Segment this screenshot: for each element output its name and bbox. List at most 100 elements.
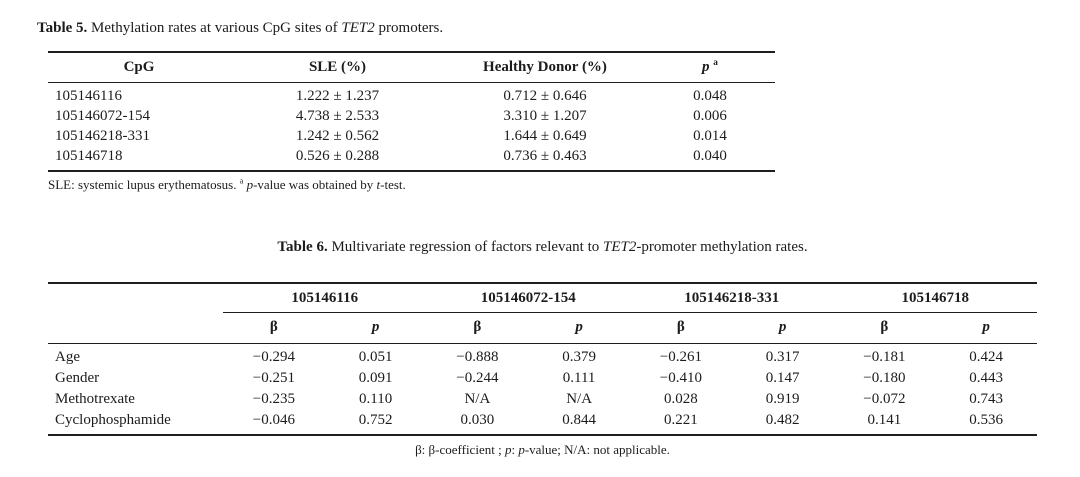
table5-cell-sle: 4.738 ± 2.533 (295, 108, 380, 124)
table5-cell-sle: 1.222 ± 1.237 (295, 88, 380, 104)
table6-row-label: Methotrexate (55, 391, 135, 407)
table6-cell: 0.141 (867, 412, 902, 428)
table6-cell: −0.181 (863, 349, 906, 365)
table6-caption-label: Table 6. (277, 239, 328, 255)
table6-subheader-p: p (528, 312, 630, 344)
table5-cell-p: 0.048 (693, 88, 727, 104)
table5-caption-text: Methylation rates at various CpG sites o… (91, 20, 338, 36)
table5-cell-sle: 0.526 ± 0.288 (295, 148, 380, 164)
table6-subheader-empty (48, 312, 223, 344)
table6-cell: 0.317 (765, 349, 800, 365)
table6-subheader-beta: β (223, 312, 325, 344)
table6-group-header: 105146116 (223, 283, 427, 313)
table6-cell: 0.844 (562, 412, 596, 428)
table6-footnote-p2: p (518, 442, 525, 457)
table5-caption-gene: TET2 (341, 20, 375, 36)
table6-subheader-p: p (731, 312, 834, 344)
table6-cell: 0.111 (562, 370, 596, 386)
table6-subheader-p: p (324, 312, 427, 344)
table6-cell: 0.482 (765, 412, 800, 428)
table5-cell-cpg: 105146116 (55, 88, 122, 104)
table6-cell: 0.147 (765, 370, 800, 386)
table6-subheader-row: β p β p β p β p (48, 312, 1037, 344)
table5-cell-p: 0.006 (693, 108, 727, 124)
table6-footnote-text: β: β-coefficient ; (415, 442, 502, 457)
table5-header-sle: SLE (%) (230, 52, 445, 83)
table6-footnote: β: β-coefficient ; p: p-value; N/A: not … (48, 442, 1037, 458)
table6-cell: 0.028 (664, 391, 698, 407)
table6-cell: −0.410 (659, 370, 702, 386)
table6-cell: 0.536 (969, 412, 1003, 428)
table-row: 105146218-331 1.242 ± 0.562 1.644 ± 0.64… (48, 127, 775, 147)
table5-cell-cpg: 105146218-331 (55, 128, 150, 144)
table6-footnote-text3: -value; N/A: not applicable. (524, 442, 670, 457)
table6-cell: 0.110 (359, 391, 393, 407)
table-row: 105146116 1.222 ± 1.237 0.712 ± 0.646 0.… (48, 83, 775, 107)
table6-cell: N/A (566, 391, 593, 407)
table6-cell: −0.244 (456, 370, 499, 386)
table6-corner-cell (48, 283, 223, 313)
table5-cell-healthy: 0.736 ± 0.463 (503, 148, 587, 164)
table5-cell-p: 0.040 (693, 148, 727, 164)
table5-footnote: SLE: systemic lupus erythematosus. a p-v… (48, 177, 1080, 193)
table5-header-p: p a (645, 52, 775, 83)
table6-cell: 0.743 (969, 391, 1003, 407)
table5-footnote-t: t (376, 177, 381, 192)
table6-section: Table 6. Multivariate regression of fact… (0, 239, 1080, 458)
table5-cell-healthy: 0.712 ± 0.646 (503, 88, 587, 104)
table6-cell: 0.752 (358, 412, 393, 428)
table5-header-p-sup: a (713, 58, 718, 68)
table6: 105146116 105146072-154 105146218-331 10… (48, 282, 1037, 436)
table6-footnote-text2: : (511, 442, 516, 457)
table6-subheader-beta: β (630, 312, 732, 344)
table6-group-header-row: 105146116 105146072-154 105146218-331 10… (48, 283, 1037, 313)
table6-caption-text: Multivariate regression of factors relev… (331, 239, 600, 255)
table6-cell: 0.424 (969, 349, 1003, 365)
table5-cell-healthy: 1.644 ± 0.649 (503, 128, 587, 144)
table6-group-header: 105146718 (833, 283, 1037, 313)
table6-group-header: 105146072-154 (426, 283, 630, 313)
table6-cell: −0.235 (252, 391, 295, 407)
table5-header-p-symbol: p (702, 59, 710, 75)
table6-row-label: Cyclophosphamide (55, 412, 171, 428)
table6-caption: Table 6. Multivariate regression of fact… (48, 239, 1037, 256)
table6-subheader-beta: β (833, 312, 936, 344)
table6-cell: 0.221 (664, 412, 698, 428)
table6-cell: −0.261 (659, 349, 702, 365)
table6-cell: 0.379 (562, 349, 596, 365)
table5-footnote-text: SLE: systemic lupus erythematosus. (48, 177, 237, 192)
table5-header-row: CpG SLE (%) Healthy Donor (%) p a (48, 52, 775, 83)
table5-header-cpg: CpG (48, 52, 230, 83)
table-row: Cyclophosphamide −0.046 0.752 0.030 0.84… (48, 410, 1037, 435)
table5-footnote-p: p (246, 177, 254, 192)
table6-group-header: 105146218-331 (630, 283, 834, 313)
table6-cell: −0.046 (252, 412, 295, 428)
table6-cell: −0.072 (863, 391, 906, 407)
table6-row-label: Age (55, 349, 80, 365)
table6-caption-text-end: -promoter methylation rates. (636, 239, 808, 255)
table5-cell-cpg: 105146718 (55, 148, 123, 164)
table5-caption-text-end: promoters. (378, 20, 444, 36)
table5-caption: Table 5. Methylation rates at various Cp… (37, 20, 1080, 37)
table6-cell: −0.294 (252, 349, 295, 365)
table5-header-healthy-donor: Healthy Donor (%) (445, 52, 645, 83)
table6-cell: 0.443 (969, 370, 1003, 386)
table6-cell: −0.180 (863, 370, 906, 386)
table6-footnote-p: p (504, 442, 512, 457)
table6-cell: 0.030 (460, 412, 495, 428)
table5-cell-sle: 1.242 ± 0.562 (295, 128, 380, 144)
table6-cell: 0.051 (358, 349, 393, 365)
table6-cell: −0.251 (252, 370, 295, 386)
table6-caption-gene: TET2 (603, 239, 637, 255)
table-row: 105146718 0.526 ± 0.288 0.736 ± 0.463 0.… (48, 147, 775, 172)
table5-section: Table 5. Methylation rates at various Cp… (0, 20, 1080, 193)
table5-cell-healthy: 3.310 ± 1.207 (503, 108, 587, 124)
table5-caption-label: Table 5. (37, 20, 88, 36)
table5-cell-cpg: 105146072-154 (55, 108, 150, 124)
table5-footnote-sup: a (239, 176, 244, 186)
table5-footnote-text2: -value was obtained by (253, 177, 374, 192)
table-row: Age −0.294 0.051 −0.888 0.379 −0.261 0.3… (48, 344, 1037, 369)
table6-cell: −0.888 (456, 349, 499, 365)
table6-cell: N/A (464, 391, 491, 407)
